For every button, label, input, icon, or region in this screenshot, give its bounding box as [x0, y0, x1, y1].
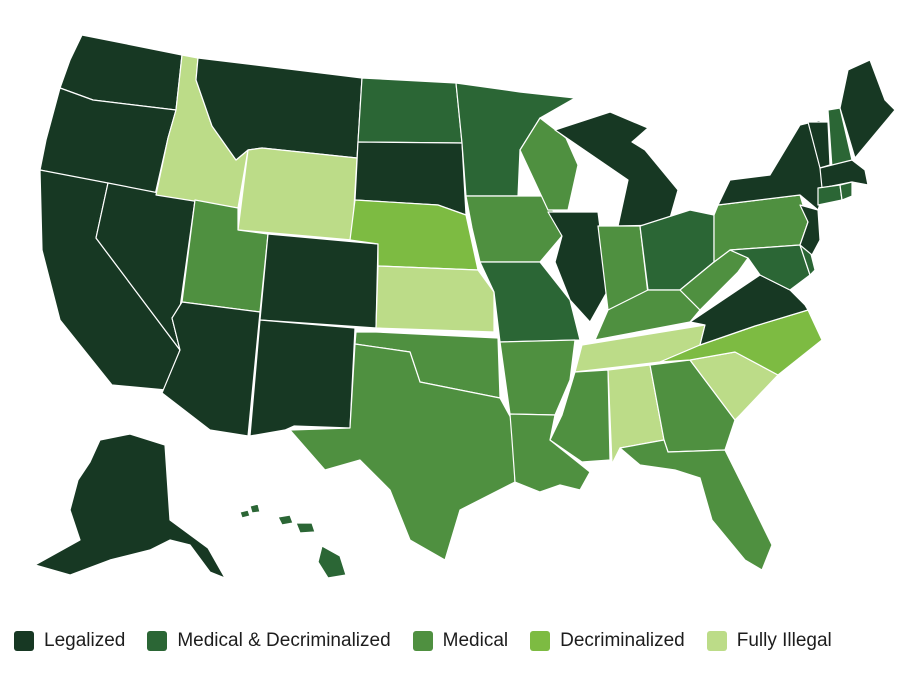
legend-item-fully-illegal: Fully Illegal	[706, 630, 832, 652]
state-FL	[619, 439, 773, 571]
legend-swatch-legalized	[14, 631, 34, 651]
state-NY	[717, 119, 826, 211]
state-NM	[249, 319, 356, 437]
state-ND	[357, 77, 463, 144]
state-ME	[839, 59, 896, 159]
state-LA	[509, 413, 591, 493]
state-AZ	[161, 301, 261, 437]
legend-item-legalized: Legalized	[14, 630, 125, 652]
map-legend: Legalized Medical & Decriminalized Medic…	[14, 626, 904, 656]
state-MO	[479, 261, 581, 343]
state-KS	[375, 265, 495, 333]
us-map	[34, 34, 896, 579]
legend-swatch-fully-illegal	[706, 631, 727, 651]
state-MI	[554, 111, 679, 227]
state-TX	[289, 343, 516, 561]
legend-swatch-medical-decriminalized	[147, 631, 168, 651]
state-IL	[547, 211, 609, 323]
legend-label-medical-decriminalized: Medical & Decriminalized	[177, 630, 391, 651]
state-CO	[259, 233, 379, 329]
state-WI	[519, 117, 579, 211]
legend-label-decriminalized: Decriminalized	[560, 630, 685, 651]
legend-label-medical: Medical	[442, 630, 509, 651]
legend-swatch-medical	[412, 631, 433, 651]
legend-swatch-decriminalized	[530, 631, 551, 651]
state-HI	[239, 503, 347, 579]
state-CT	[817, 184, 843, 206]
legend-item-medical-decriminalized: Medical & Decriminalized	[147, 630, 391, 652]
state-WY	[237, 147, 358, 241]
legend-item-decriminalized: Decriminalized	[530, 630, 685, 652]
state-RI	[839, 181, 853, 201]
legend-label-fully-illegal: Fully Illegal	[736, 630, 832, 651]
legend-label-legalized: Legalized	[44, 630, 126, 651]
state-AK	[34, 433, 226, 579]
legend-item-medical: Medical	[412, 630, 509, 652]
state-AR	[499, 339, 576, 416]
